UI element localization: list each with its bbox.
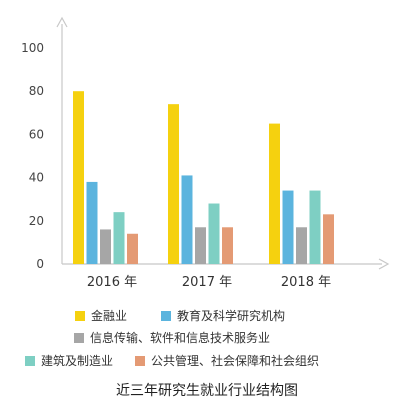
legend-label-construction: 建筑及制造业: [41, 354, 114, 368]
bar: [113, 212, 125, 264]
bar-chart: 0 20 40 60 80 100 2016 年 2017 年 2018 年: [21, 16, 390, 290]
y-tick-label: 0: [36, 257, 44, 271]
bar: [296, 227, 307, 264]
bar: [86, 181, 98, 264]
legend-item-public: 公共管理、社会保障和社会组织: [135, 352, 319, 369]
bar-series-group: [73, 91, 334, 264]
bar: [269, 123, 280, 264]
bar: [181, 175, 193, 264]
x-tick-label: 2016 年: [87, 275, 137, 290]
y-tick-label: 20: [29, 214, 44, 228]
legend-swatch-construction: [25, 355, 35, 366]
y-tick-label: 40: [29, 171, 44, 185]
legend-swatch-public: [135, 355, 145, 366]
bar: [309, 190, 321, 264]
bar: [208, 203, 220, 264]
bar: [222, 227, 233, 264]
legend-swatch-it: [74, 332, 84, 343]
legend-label-education: 教育及科学研究机构: [177, 309, 286, 323]
legend-label-it: 信息传输、软件和信息技术服务业: [90, 331, 271, 345]
bar: [282, 190, 294, 264]
x-category-labels: 2016 年 2017 年 2018 年: [87, 275, 331, 290]
bar: [127, 233, 138, 264]
y-tick-label: 80: [29, 84, 44, 98]
bar: [100, 229, 111, 264]
bar: [73, 91, 84, 264]
legend-item-finance: 金融业: [75, 307, 127, 324]
legend-label-finance: 金融业: [91, 309, 128, 323]
bar: [168, 104, 179, 264]
x-tick-label: 2018 年: [281, 275, 331, 290]
legend-swatch-education: [161, 310, 171, 321]
legend-label-public: 公共管理、社会保障和社会组织: [151, 354, 320, 368]
legend-item-construction: 建筑及制造业: [25, 352, 113, 369]
legend-item-it: 信息传输、软件和信息技术服务业: [74, 329, 270, 346]
y-axis-arrow: [56, 16, 68, 28]
x-tick-label: 2017 年: [182, 275, 232, 290]
bar: [323, 214, 334, 264]
legend-item-education: 教育及科学研究机构: [161, 307, 285, 324]
chart-title: 近三年研究生就业行业结构图: [116, 383, 298, 399]
bar: [195, 227, 206, 264]
y-tick-labels: 0 20 40 60 80 100: [21, 41, 44, 271]
chart-legend: 金融业 教育及科学研究机构 信息传输、软件和信息技术服务业 建筑及制造业 公共管…: [0, 296, 414, 376]
y-tick-label: 100: [21, 41, 44, 55]
legend-swatch-finance: [75, 310, 85, 321]
x-axis-arrow: [378, 258, 390, 270]
y-tick-label: 60: [29, 127, 44, 141]
